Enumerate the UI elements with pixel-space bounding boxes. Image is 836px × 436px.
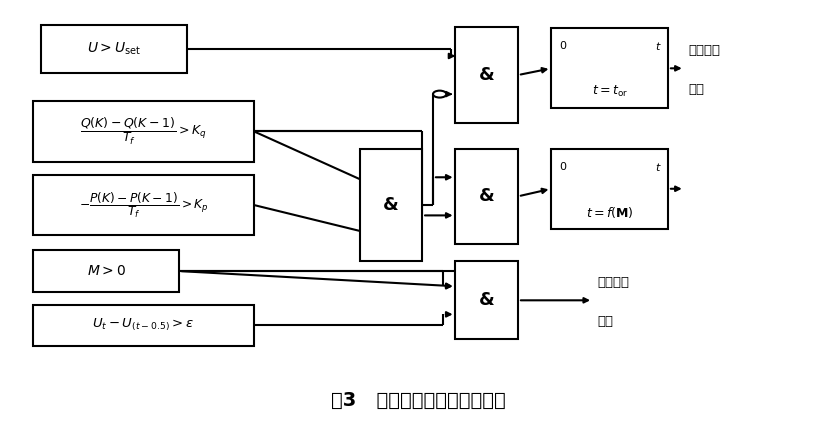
Text: &: & bbox=[479, 187, 495, 205]
Text: 交流保护: 交流保护 bbox=[597, 276, 630, 290]
FancyBboxPatch shape bbox=[551, 149, 668, 229]
Text: 图3   交流过电压保护逻辑简图: 图3 交流过电压保护逻辑简图 bbox=[330, 391, 506, 409]
Text: 0: 0 bbox=[559, 162, 567, 172]
Circle shape bbox=[433, 91, 446, 98]
Text: 交流保护: 交流保护 bbox=[689, 44, 721, 58]
Text: 跳闸: 跳闸 bbox=[597, 315, 613, 327]
FancyBboxPatch shape bbox=[456, 27, 518, 123]
Text: $\dfrac{Q(K)-Q(K-1)}{T_f}>K_q$: $\dfrac{Q(K)-Q(K-1)}{T_f}>K_q$ bbox=[80, 116, 206, 147]
FancyBboxPatch shape bbox=[33, 305, 254, 346]
FancyBboxPatch shape bbox=[359, 149, 422, 261]
FancyBboxPatch shape bbox=[33, 251, 179, 292]
FancyBboxPatch shape bbox=[33, 175, 254, 235]
Text: $-\dfrac{P(K)-P(K-1)}{T_f}>K_p$: $-\dfrac{P(K)-P(K-1)}{T_f}>K_p$ bbox=[79, 190, 208, 220]
Text: $t=f(\mathbf{M})$: $t=f(\mathbf{M})$ bbox=[586, 205, 634, 220]
FancyBboxPatch shape bbox=[33, 101, 254, 162]
Text: 0: 0 bbox=[559, 41, 567, 51]
Text: &: & bbox=[383, 196, 399, 214]
Text: $t$: $t$ bbox=[655, 161, 661, 173]
FancyBboxPatch shape bbox=[456, 149, 518, 244]
FancyBboxPatch shape bbox=[551, 28, 668, 109]
Text: 跳闸: 跳闸 bbox=[689, 82, 705, 95]
Text: $U>U_{\rm set}$: $U>U_{\rm set}$ bbox=[87, 41, 141, 57]
FancyBboxPatch shape bbox=[456, 261, 518, 339]
FancyBboxPatch shape bbox=[42, 25, 187, 73]
Text: $t=t_{\rm or}$: $t=t_{\rm or}$ bbox=[592, 85, 628, 99]
Text: $t$: $t$ bbox=[655, 41, 661, 52]
Text: &: & bbox=[479, 66, 495, 84]
Text: &: & bbox=[479, 291, 495, 309]
Text: $U_t-U_{(t-0.5)}>\varepsilon$: $U_t-U_{(t-0.5)}>\varepsilon$ bbox=[93, 317, 195, 334]
Text: $M>0$: $M>0$ bbox=[87, 264, 125, 278]
